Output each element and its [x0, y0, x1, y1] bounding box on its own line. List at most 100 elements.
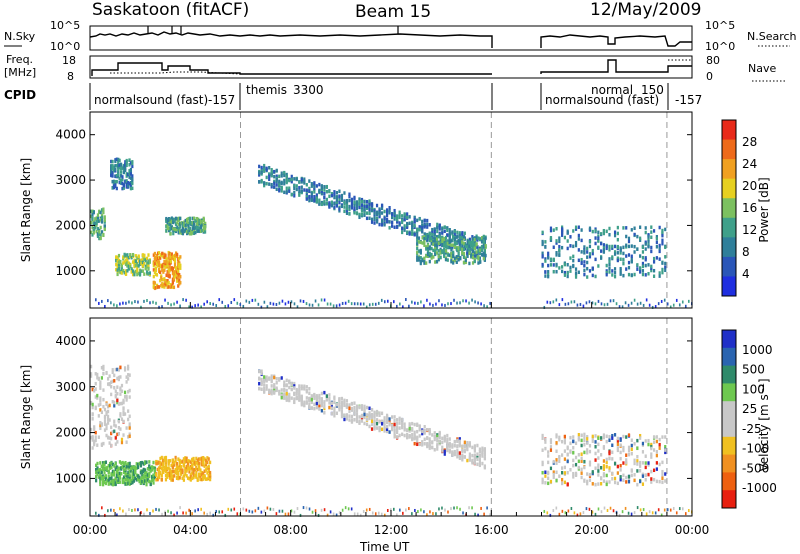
echo-cell: [131, 174, 134, 178]
echo-cell: [268, 177, 271, 181]
echo-cell: [338, 194, 341, 198]
colorbar-cell: [722, 490, 736, 509]
echo-cell: [431, 445, 434, 450]
echo-cell: [117, 431, 120, 436]
echo-cell: [605, 482, 608, 487]
echo-cell: [463, 449, 466, 454]
echo-cell: [192, 471, 195, 476]
echo-cell: [438, 299, 440, 303]
echo-cell: [96, 393, 99, 398]
echo-cell: [652, 260, 656, 264]
echo-cell: [403, 217, 406, 221]
echo-cell: [91, 405, 94, 410]
echo-cell: [117, 172, 120, 176]
echo-cell: [173, 302, 175, 306]
echo-cell: [446, 226, 449, 230]
echo-cell: [97, 435, 100, 439]
echo-cell: [641, 441, 645, 446]
echo-cell: [435, 235, 439, 239]
echo-cell: [423, 236, 426, 241]
echo-cell: [178, 278, 181, 283]
echo-cell: [110, 443, 113, 448]
echo-cell: [195, 461, 198, 465]
echo-cell: [110, 465, 113, 470]
echo-cell: [194, 226, 197, 230]
echo-cell: [616, 237, 619, 242]
echo-cell: [636, 263, 639, 267]
y-tick-label: 4000: [55, 128, 86, 142]
echo-cell: [652, 268, 656, 273]
echo-cell: [318, 400, 321, 404]
echo-cell: [260, 165, 263, 170]
echo-cell: [308, 303, 311, 307]
echo-cell: [473, 444, 476, 448]
echo-cell: [115, 258, 118, 263]
echo-cell: [189, 464, 192, 469]
echo-cell: [158, 508, 160, 512]
echo-cell: [658, 442, 661, 447]
echo-cell: [417, 258, 421, 262]
echo-cell: [477, 301, 479, 305]
echo-cell: [167, 301, 169, 305]
echo-cell: [641, 482, 645, 486]
echo-cell: [580, 438, 583, 443]
echo-cell: [127, 373, 130, 377]
echo-cell: [360, 419, 364, 423]
echo-cell: [125, 426, 128, 430]
echo-cell: [117, 475, 120, 480]
echo-cell: [179, 221, 182, 226]
echo-cell: [419, 261, 422, 266]
echo-cell: [125, 465, 129, 469]
echo-cell: [373, 419, 376, 423]
echo-cell: [577, 270, 580, 275]
echo-cell: [147, 253, 150, 257]
echo-cell: [91, 387, 94, 392]
echo-cell: [650, 469, 653, 474]
echo-cell: [541, 262, 544, 267]
nave-tick-bottom: 0: [706, 70, 713, 83]
echo-cell: [148, 271, 151, 275]
echo-cell: [368, 199, 371, 203]
echo-cell: [406, 230, 409, 234]
echo-cell: [171, 266, 175, 271]
echo-cell: [451, 443, 454, 447]
echo-cell: [129, 172, 133, 176]
echo-cell: [105, 412, 108, 417]
echo-cell: [420, 508, 422, 512]
echo-cell: [133, 262, 136, 266]
echo-cell: [611, 273, 614, 277]
echo-cell: [137, 465, 140, 470]
echo-cell: [275, 302, 278, 306]
echo-cell: [450, 239, 453, 243]
echo-cell: [380, 427, 384, 432]
echo-cell: [597, 299, 600, 303]
echo-cell: [160, 466, 163, 471]
echo-cell: [303, 403, 306, 407]
echo-cell: [290, 192, 293, 197]
echo-cell: [122, 412, 125, 417]
echo-cell: [611, 269, 614, 273]
echo-cell: [561, 245, 564, 250]
echo-cell: [128, 181, 131, 186]
echo-cell: [444, 303, 446, 307]
echo-cell: [133, 260, 136, 264]
echo-cell: [458, 456, 461, 461]
echo-cell: [315, 401, 318, 406]
echo-cell: [594, 466, 597, 470]
echo-cell: [181, 223, 185, 227]
echo-cell: [461, 448, 464, 452]
echo-cell: [124, 253, 128, 258]
echo-cell: [591, 301, 594, 305]
echo-cell: [661, 233, 664, 238]
echo-cell: [455, 260, 458, 264]
echo-cell: [202, 477, 205, 481]
echo-cell: [113, 400, 116, 405]
echo-cell: [644, 273, 647, 277]
echo-cell: [106, 435, 110, 440]
echo-cell: [616, 446, 619, 450]
colorbar-tick-label: 16: [742, 201, 757, 215]
echo-cell: [597, 245, 600, 250]
echo-cell: [350, 418, 354, 422]
echo-cell: [155, 461, 158, 466]
